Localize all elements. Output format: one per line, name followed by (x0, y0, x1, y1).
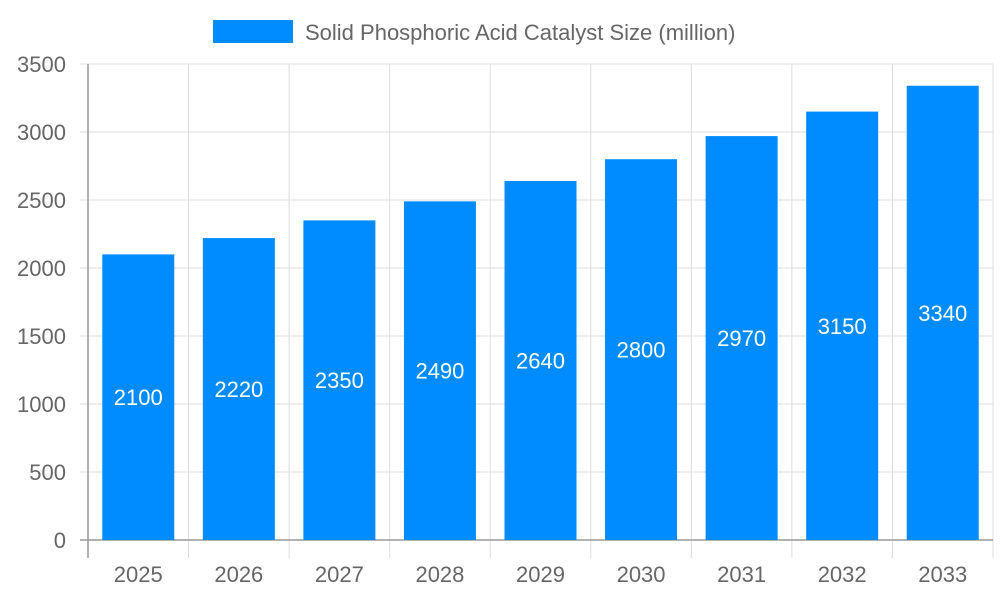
bar (906, 85, 979, 540)
y-tick-label: 2000 (17, 256, 66, 281)
legend-label: Solid Phosphoric Acid Catalyst Size (mil… (305, 20, 735, 45)
x-tick-label: 2030 (617, 562, 666, 587)
x-tick-label: 2025 (114, 562, 163, 587)
y-tick-label: 1000 (17, 392, 66, 417)
bar-value-label: 3150 (818, 314, 867, 339)
bar (303, 220, 376, 540)
bar (403, 201, 476, 541)
x-tick-label: 2029 (516, 562, 565, 587)
y-tick-label: 2500 (17, 188, 66, 213)
bar (504, 180, 577, 540)
bar-value-label: 2490 (415, 359, 464, 384)
y-tick-label: 3000 (17, 120, 66, 145)
bar (102, 254, 175, 540)
legend-swatch (213, 20, 293, 43)
x-tick-label: 2028 (415, 562, 464, 587)
x-tick-label: 2033 (918, 562, 967, 587)
y-tick-label: 500 (29, 460, 66, 485)
x-tick-label: 2031 (717, 562, 766, 587)
bar-value-label: 2220 (214, 377, 263, 402)
x-tick-label: 2026 (214, 562, 263, 587)
bar (605, 159, 678, 540)
bar-value-label: 2350 (315, 368, 364, 393)
bar-value-label: 2100 (114, 385, 163, 410)
y-tick-label: 3500 (17, 52, 66, 77)
bar (705, 136, 778, 540)
bar (202, 238, 275, 540)
bar-value-label: 2970 (717, 326, 766, 351)
bar-value-label: 2800 (617, 338, 666, 363)
x-tick-label: 2032 (818, 562, 867, 587)
y-tick-label: 0 (54, 528, 66, 553)
bar-value-label: 3340 (918, 301, 967, 326)
x-tick-label: 2027 (315, 562, 364, 587)
bar (806, 111, 879, 540)
y-tick-label: 1500 (17, 324, 66, 349)
bar-value-label: 2640 (516, 348, 565, 373)
